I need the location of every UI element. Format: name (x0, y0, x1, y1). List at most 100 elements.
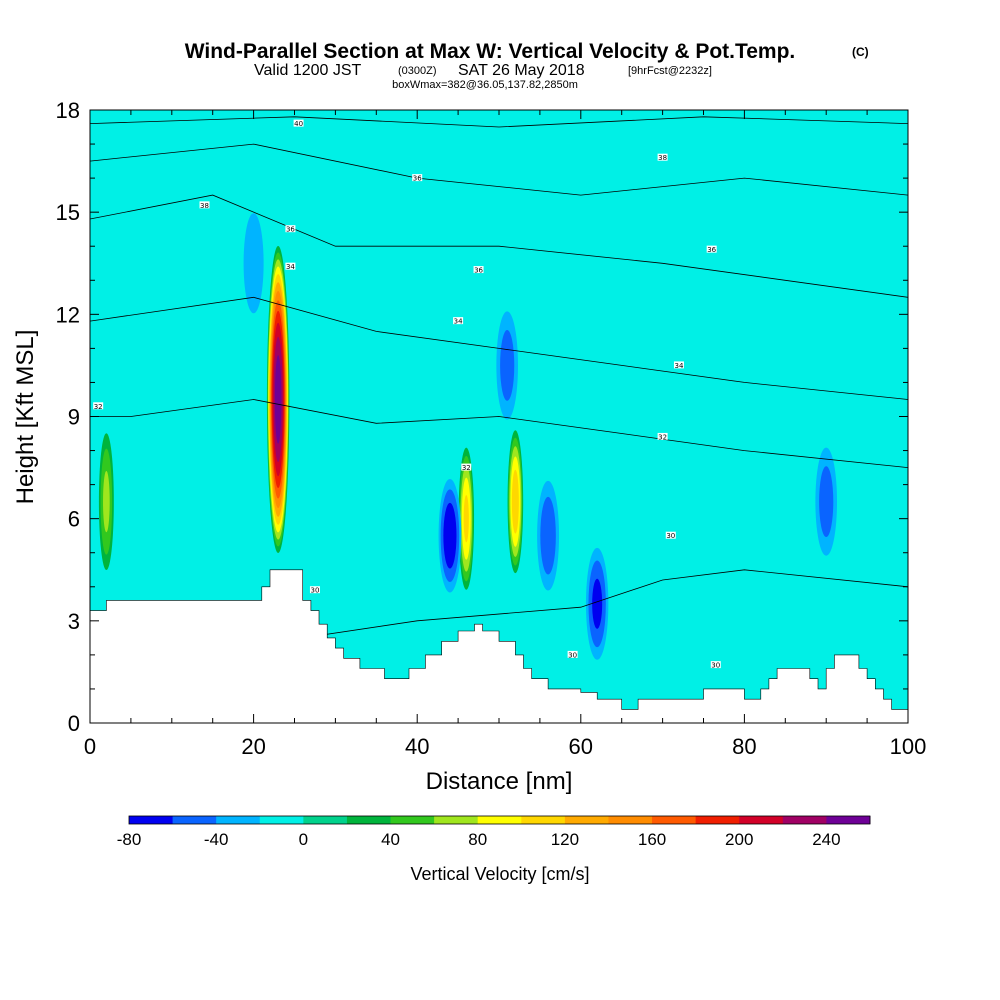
colorbar-frame (128, 815, 871, 825)
colorbar-segment (782, 816, 827, 824)
valid-time-prefix: Valid 1200 JST (254, 62, 362, 79)
colorbar-segment (826, 816, 871, 824)
y-axis-label: Height [Kft MSL] (12, 330, 39, 505)
contour-label: 32 (462, 464, 471, 472)
colorbar-segment (564, 816, 609, 824)
colorbar-tick-label: 120 (551, 830, 579, 849)
contour-label-bg (461, 463, 472, 471)
colorbar-segment (434, 816, 479, 824)
x-tick-label: 20 (241, 734, 265, 759)
theta-contour-line (90, 143, 908, 196)
colorbar-tick-label: 240 (812, 830, 840, 849)
contour-label: 30 (666, 532, 675, 540)
colorbar-tick-label: 80 (468, 830, 487, 849)
contour-label: 36 (707, 246, 716, 254)
colorbar-tick-label: 200 (725, 830, 753, 849)
downdraft-band (443, 502, 457, 569)
contour-label: 32 (94, 403, 103, 411)
colorbar-tick-label: 40 (381, 830, 400, 849)
theta-contour-line (90, 296, 908, 400)
forecast-info: [9hrFcst@2232z] (628, 65, 712, 77)
y-tick-label: 12 (56, 302, 80, 327)
contour-label-bg (673, 361, 684, 369)
updraft-band (274, 355, 282, 444)
contour-label-bg (665, 531, 676, 539)
contour-label: 36 (474, 267, 483, 275)
colorbar-segment (172, 816, 217, 824)
downdraft-band (243, 213, 264, 314)
chart-subtitle: Valid 1200 JST (0300Z) SAT 26 May 2018 [… (254, 62, 712, 79)
updraft-band (463, 494, 469, 543)
contour-label: 40 (294, 120, 303, 128)
downdraft-band (500, 330, 515, 401)
colorbar-title: Vertical Velocity [cm/s] (410, 864, 589, 884)
contour-label-bg (293, 119, 304, 127)
updraft-band (511, 469, 519, 534)
y-tick-label: 15 (56, 200, 80, 225)
contour-label-bg (199, 201, 210, 209)
x-tick-label: 40 (405, 734, 429, 759)
y-tick-label: 9 (68, 405, 80, 430)
contour-label-bg (93, 402, 104, 410)
contour-label-bg (657, 153, 668, 161)
contour-label: 34 (674, 362, 683, 370)
colorbar-segment (695, 816, 740, 824)
valid-time-utc: (0300Z) (398, 65, 437, 77)
colorbar-segment (390, 816, 435, 824)
copyright-mark: (C) (852, 45, 869, 59)
boxwmax-info: boxWmax=382@36.05,137.82,2850m (392, 79, 578, 91)
colorbar-segment (216, 816, 261, 824)
contour-label-bg (567, 650, 578, 658)
contour-label: 30 (711, 662, 720, 670)
colorbar-segment (608, 816, 653, 824)
x-tick-label: 0 (84, 734, 96, 759)
x-tick-label: 60 (569, 734, 593, 759)
theta-contours (90, 116, 908, 690)
x-tick-label: 80 (732, 734, 756, 759)
colorbar-segment (259, 816, 304, 824)
theta-contour-labels: 40 38 36 38 36 34 36 36 34 34 32 32 32 30 30 30 30 (93, 119, 721, 670)
updraft-band (103, 471, 110, 533)
theta-contour-line (90, 194, 908, 298)
contour-label: 32 (658, 433, 667, 441)
theta-contour-line (90, 399, 908, 468)
contour-label-bg (657, 432, 668, 440)
contour-label: 30 (310, 587, 319, 595)
contour-label-bg (453, 317, 464, 325)
contour-label-bg (309, 586, 320, 594)
downdraft-band (819, 466, 834, 538)
valid-date: SAT 26 May 2018 (458, 62, 585, 79)
contour-label: 38 (658, 154, 667, 162)
y-tick-label: 3 (68, 609, 80, 634)
y-tick-label: 18 (56, 98, 80, 123)
contour-label: 34 (286, 263, 295, 271)
contour-label-bg (706, 245, 717, 253)
velocity-field (98, 213, 838, 660)
colorbar-segment (652, 816, 697, 824)
theta-contour-line (90, 116, 908, 128)
y-tick-label: 6 (68, 507, 80, 532)
colorbar-segment (346, 816, 392, 824)
contour-label-bg (412, 174, 423, 182)
contour-label: 38 (200, 202, 209, 210)
contour-label: 34 (454, 318, 463, 326)
terrain (90, 569, 908, 723)
contour-label-bg (285, 262, 296, 270)
colorbar-tick-label: 0 (299, 830, 308, 849)
colorbar-tick-label: -80 (117, 830, 142, 849)
contour-label-bg (285, 225, 296, 233)
x-axis-label: Distance [nm] (426, 768, 573, 795)
colorbar-tick-label: 160 (638, 830, 666, 849)
colorbar: -80 -40 0 40 80 120 160 200 240 (117, 815, 871, 849)
downdraft-band (592, 578, 603, 629)
contour-label: 30 (568, 651, 577, 659)
colorbar-segment (303, 816, 348, 824)
contour-label: 36 (413, 175, 422, 183)
colorbar-segment (129, 816, 174, 824)
colorbar-segment (521, 816, 566, 824)
contour-label-bg (473, 266, 484, 274)
x-axis: 0 20 40 60 80 100 (84, 110, 926, 759)
y-tick-label: 0 (68, 711, 80, 736)
